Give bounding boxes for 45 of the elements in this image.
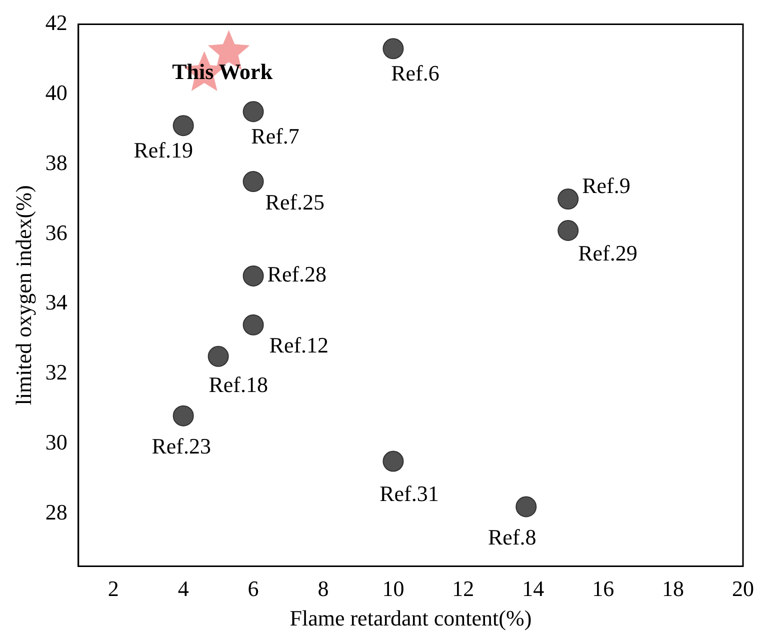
x-tick-label: 20: [732, 576, 754, 602]
x-tick-label: 2: [108, 576, 119, 602]
point: [242, 314, 264, 336]
y-axis-title: limited oxygen index(%): [10, 185, 36, 406]
x-axis-title: Flame retardant content(%): [290, 606, 532, 631]
point: [382, 38, 404, 60]
y-tick-label: 42: [45, 10, 68, 35]
point: [172, 115, 194, 136]
x-tick-label: 4: [178, 576, 189, 602]
annotation: This Work: [172, 58, 274, 84]
annotation: Ref.23: [152, 434, 211, 459]
annotation: Ref.25: [265, 189, 325, 214]
point: [242, 171, 264, 192]
x-tick-label: 8: [318, 576, 329, 602]
x-tick-label: 18: [662, 576, 684, 602]
point: [558, 188, 579, 210]
annotation: Ref.6: [391, 60, 440, 86]
annotation: Ref.12: [269, 332, 329, 358]
annotation: Ref.19: [134, 137, 193, 162]
annotation: Ref.28: [267, 262, 327, 287]
annotation: Ref.8: [488, 524, 536, 550]
annotation: Ref.31: [380, 481, 439, 506]
annotation: Ref.7: [251, 123, 300, 148]
x-tick-label: 10: [382, 576, 404, 602]
x-tick-label: 12: [452, 576, 474, 602]
y-tick-label: 30: [45, 430, 68, 455]
point: [382, 450, 404, 472]
y-tick-label: 28: [45, 500, 68, 525]
y-tick-label: 36: [45, 220, 68, 245]
annotation: Ref.9: [582, 172, 630, 198]
point: [242, 265, 264, 286]
annotation: Ref.18: [208, 372, 268, 398]
x-tick-label: 6: [248, 576, 259, 602]
point: [208, 346, 229, 367]
point: [558, 220, 579, 242]
point: [242, 101, 264, 122]
point: [172, 405, 194, 426]
y-tick-label: 40: [45, 80, 68, 105]
y-tick-label: 34: [45, 290, 68, 315]
point: [516, 496, 537, 518]
x-tick-label: 14: [522, 576, 544, 602]
annotation: Ref.29: [578, 240, 638, 266]
x-tick-label: 16: [592, 576, 614, 602]
y-tick-label: 32: [45, 360, 68, 385]
y-tick-label: 38: [45, 150, 68, 175]
